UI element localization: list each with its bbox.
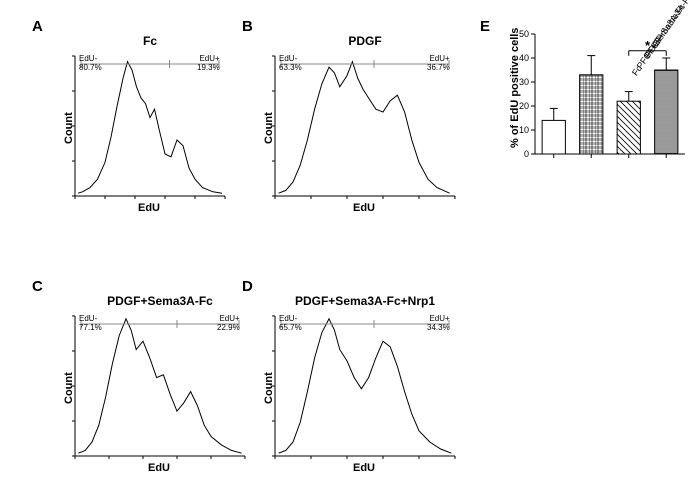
- panel-C-letter: C: [32, 278, 43, 295]
- panel-A-xlabel: EdU: [138, 202, 160, 214]
- panel-C-title: PDGF+Sema3A-Fc: [75, 294, 245, 308]
- panel-E-letter: E: [480, 18, 490, 35]
- panel-D-histogram: [279, 319, 452, 453]
- bar-3: [655, 70, 678, 154]
- panel-C-histogram: [78, 319, 241, 453]
- panel-C-plot: [75, 316, 245, 456]
- panel-B-neg-stat: EdU- 63.3%: [279, 55, 302, 73]
- panel-A-histogram: [78, 62, 222, 194]
- panel-B-pos-stat: EdU+ 36.7%: [427, 55, 450, 73]
- panel-A-letter: A: [32, 18, 43, 35]
- bar-0: [542, 120, 565, 154]
- panel-B: BPDGFEdU- 63.3%EdU+ 36.7%CountEdU: [260, 20, 460, 240]
- panel-B-histogram: [279, 62, 450, 194]
- panel-A-neg-stat: EdU- 80.7%: [79, 55, 102, 73]
- panel-C-pos-stat: EdU+ 22.9%: [217, 315, 240, 333]
- panel-B-plot: [275, 56, 455, 196]
- panel-C-ylabel: Count: [63, 372, 75, 404]
- panel-D-neg-stat: EdU- 65.7%: [279, 315, 302, 333]
- panel-A-ylabel: Count: [63, 112, 75, 144]
- bar-1: [580, 75, 603, 154]
- panel-A-plot: [75, 56, 225, 196]
- panel-B-title: PDGF: [275, 34, 455, 48]
- panel-D: DPDGF+Sema3A-Fc+Nrp1EdU- 65.7%EdU+ 34.3%…: [260, 280, 470, 490]
- panel-A-title: Fc: [75, 34, 225, 48]
- bar-ylabel: % of EdU positive cells: [509, 28, 521, 148]
- panel-D-title: PDGF+Sema3A-Fc+Nrp1: [275, 294, 455, 308]
- bar-ytick: 0: [524, 149, 529, 159]
- panel-C-xlabel: EdU: [148, 462, 170, 474]
- panel-D-ylabel: Count: [263, 372, 275, 404]
- panel-B-letter: B: [242, 18, 253, 35]
- bar-2: [617, 101, 640, 154]
- panel-B-xlabel: EdU: [353, 202, 375, 214]
- panel-A: AFcEdU- 80.7%EdU+ 19.3%CountEdU: [50, 20, 240, 240]
- panel-A-pos-stat: EdU+ 19.3%: [197, 55, 220, 73]
- panel-C: CPDGF+Sema3A-FcEdU- 77.1%EdU+ 22.9%Count…: [50, 280, 250, 490]
- panel-D-pos-stat: EdU+ 34.3%: [427, 315, 450, 333]
- bar-chart: 01020304050FcPDGFPFGF+Sema3A-FcPFGF+Sema…: [505, 34, 700, 264]
- panel-D-letter: D: [242, 278, 253, 295]
- panel-C-neg-stat: EdU- 77.1%: [79, 315, 102, 333]
- panel-D-plot: [275, 316, 455, 456]
- panel-E: E01020304050FcPDGFPFGF+Sema3A-FcPFGF+Sem…: [490, 20, 690, 250]
- panel-B-ylabel: Count: [263, 112, 275, 144]
- panel-D-xlabel: EdU: [353, 462, 375, 474]
